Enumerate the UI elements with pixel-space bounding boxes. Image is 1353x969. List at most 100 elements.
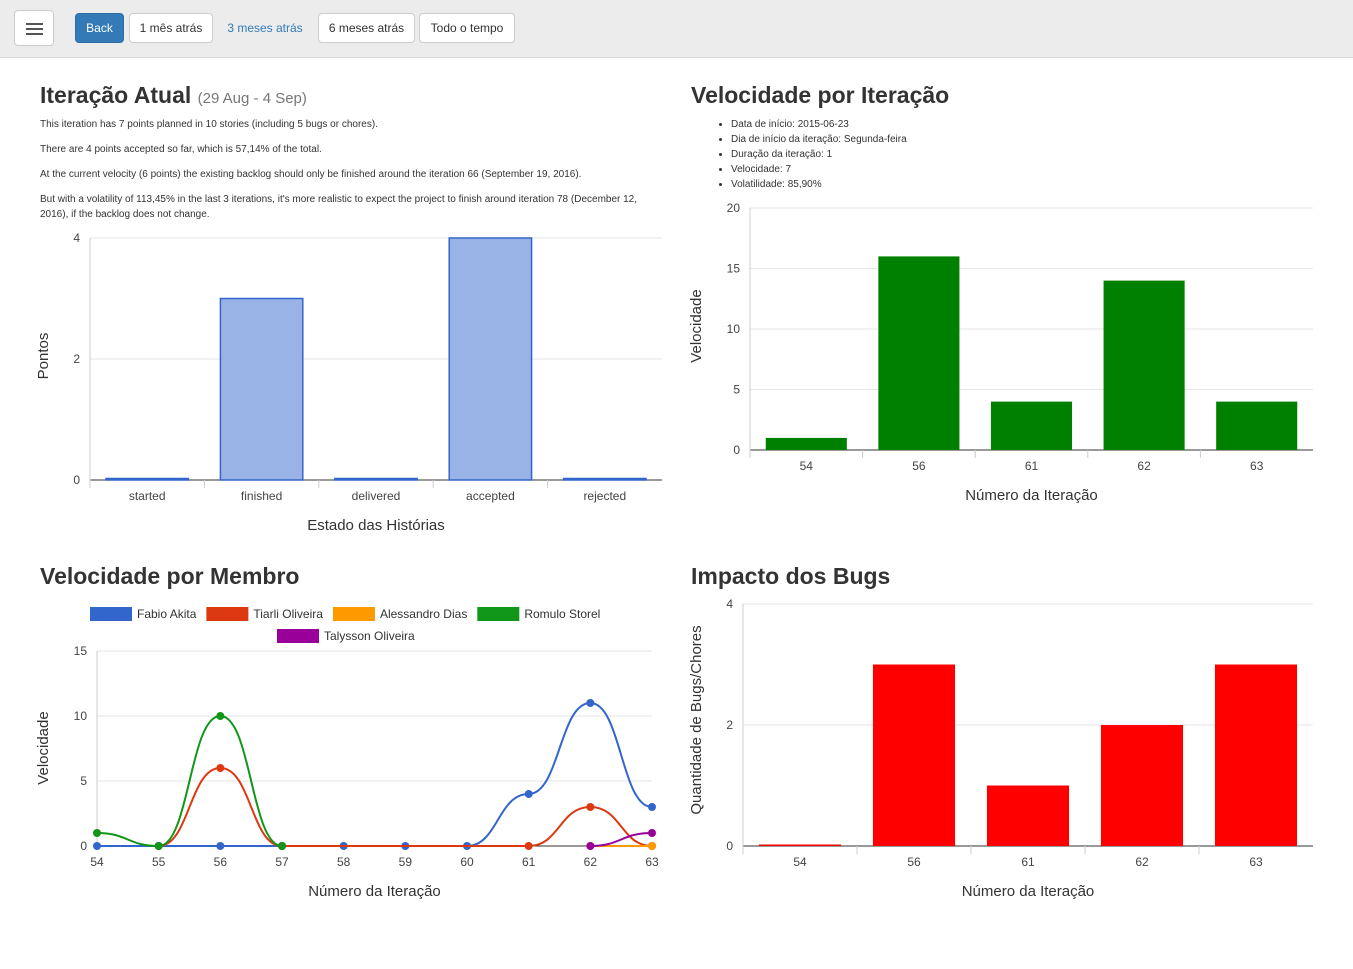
- x-tick-label: 57: [275, 855, 289, 869]
- bug-impact-title: Impacto dos Bugs: [691, 563, 891, 589]
- x-tick-label: 54: [800, 459, 814, 473]
- x-tick-label: 58: [337, 855, 351, 869]
- volatility-forecast: But with a volatility of 113,45% in the …: [40, 194, 638, 220]
- y-axis-title: Velocidade: [688, 289, 705, 362]
- iteration-info-list: Data de início: 2015-06-23 Dia de início…: [713, 117, 907, 192]
- x-tick-label: 62: [1135, 855, 1149, 869]
- info-duration: Duração da iteração: 1: [731, 147, 907, 162]
- bar-63: [1216, 401, 1298, 450]
- info-start-day: Dia de início da iteração: Segunda-feira: [731, 132, 907, 147]
- iteration-summary: This iteration has 7 points planned in 1…: [40, 119, 378, 130]
- y-tick-label: 4: [726, 597, 733, 611]
- bar-56: [878, 256, 960, 450]
- y-tick-label: 2: [73, 352, 80, 366]
- series-point-0: [648, 803, 656, 811]
- accepted-summary: There are 4 points accepted so far, whic…: [40, 144, 322, 155]
- x-axis-title: Estado das Histórias: [307, 517, 445, 534]
- x-tick-label: 62: [1137, 459, 1151, 473]
- back-button[interactable]: Back: [75, 13, 124, 43]
- series-point-1: [524, 842, 533, 850]
- bar-62: [1100, 725, 1184, 846]
- series-point-4: [586, 842, 595, 850]
- series-point-1: [586, 803, 595, 811]
- series-point-0: [93, 842, 101, 850]
- y-tick-label: 0: [726, 839, 733, 853]
- legend-label: Alessandro Dias: [380, 607, 467, 621]
- legend-swatch-4: [277, 629, 319, 643]
- y-tick-label: 15: [74, 644, 88, 658]
- x-tick-label: 59: [399, 855, 413, 869]
- y-tick-label: 0: [80, 839, 87, 853]
- x-tick-label: 60: [460, 855, 474, 869]
- current-iteration-heading: Iteração Atual: [40, 82, 192, 108]
- range-all-time-button[interactable]: Todo o tempo: [419, 13, 515, 43]
- bar-54: [758, 844, 842, 846]
- y-tick-label: 20: [727, 201, 741, 215]
- range-3-months-link[interactable]: 3 meses atrás: [227, 21, 303, 35]
- x-tick-label: 63: [1250, 459, 1264, 473]
- x-tick-label: rejected: [583, 489, 626, 503]
- bar-62: [1103, 280, 1185, 450]
- info-volatility: Volatilidade: 85,90%: [731, 177, 907, 192]
- series-point-0: [524, 790, 533, 798]
- bar-accepted: [448, 237, 533, 481]
- x-axis-title: Número da Iteração: [962, 883, 1095, 900]
- info-velocity: Velocidade: 7: [731, 162, 907, 177]
- series-point-1: [216, 764, 225, 772]
- legend-swatch-2: [332, 607, 375, 621]
- bar-61: [986, 785, 1070, 846]
- current-iteration-title: Iteração Atual (29 Aug - 4 Sep): [40, 81, 307, 113]
- series-point-3: [154, 842, 163, 850]
- series-line-4: [590, 832, 653, 847]
- series-point-3: [278, 842, 286, 850]
- legend-label: Tiarli Oliveira: [253, 607, 323, 621]
- info-start-date: Data de início: 2015-06-23: [731, 117, 907, 132]
- y-tick-label: 0: [733, 443, 740, 457]
- x-tick-label: 61: [1021, 855, 1035, 869]
- x-tick-label: finished: [241, 489, 282, 503]
- range-6-months-button[interactable]: 6 meses atrás: [318, 13, 415, 43]
- x-tick-label: 61: [1025, 459, 1039, 473]
- y-tick-label: 2: [726, 718, 733, 732]
- x-tick-label: 63: [645, 855, 659, 869]
- series-point-3: [216, 712, 225, 720]
- x-tick-label: 54: [90, 855, 104, 869]
- legend-label: Talysson Oliveira: [324, 629, 415, 643]
- x-tick-label: 56: [912, 459, 926, 473]
- x-tick-label: accepted: [466, 489, 515, 503]
- menu-icon[interactable]: [14, 10, 54, 46]
- legend-swatch-1: [206, 607, 249, 621]
- x-tick-label: 56: [907, 855, 921, 869]
- bar-54: [765, 437, 847, 450]
- y-tick-label: 4: [73, 231, 80, 245]
- bar-finished: [219, 297, 304, 481]
- series-point-4: [648, 829, 656, 837]
- bar-61: [990, 401, 1073, 450]
- series-line-3: [96, 714, 283, 848]
- x-tick-label: 56: [214, 855, 228, 869]
- y-tick-label: 5: [733, 383, 740, 397]
- bar-rejected: [562, 477, 647, 481]
- x-tick-label: 62: [584, 855, 598, 869]
- bar-63: [1214, 664, 1298, 846]
- y-tick-label: 5: [80, 774, 87, 788]
- bar-56: [872, 664, 956, 846]
- series-point-0: [216, 842, 225, 850]
- x-axis-title: Número da Iteração: [965, 487, 1098, 504]
- toolbar: Back 1 mês atrás 3 meses atrás 6 meses a…: [0, 0, 1353, 58]
- y-tick-label: 10: [727, 322, 741, 336]
- legend-swatch-3: [477, 607, 520, 621]
- velocity-iteration-title: Velocidade por Iteração: [691, 82, 950, 108]
- y-tick-label: 0: [73, 473, 80, 487]
- legend-label: Romulo Storel: [524, 607, 600, 621]
- y-axis-title: Velocidade: [35, 711, 52, 784]
- y-axis-title: Pontos: [35, 333, 52, 380]
- x-axis-title: Número da Iteração: [308, 883, 441, 900]
- x-tick-label: 61: [522, 855, 536, 869]
- x-tick-label: started: [129, 489, 166, 503]
- velocity-member-title: Velocidade por Membro: [40, 563, 300, 589]
- range-1-month-button[interactable]: 1 mês atrás: [129, 13, 213, 43]
